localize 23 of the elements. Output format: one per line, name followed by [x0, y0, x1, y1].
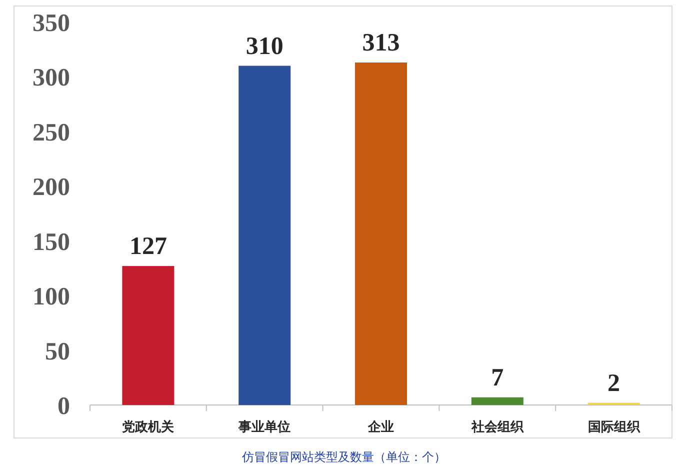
y-tick-label: 150	[32, 228, 70, 256]
y-tick-label: 50	[45, 338, 70, 366]
y-tick-label: 350	[32, 10, 70, 37]
data-label: 127	[129, 233, 167, 260]
y-tick-label: 250	[32, 119, 70, 146]
data-label: 7	[491, 364, 504, 392]
y-tick-label: 0	[58, 393, 70, 420]
data-label: 313	[362, 29, 400, 56]
bar	[238, 66, 291, 405]
x-tick-label: 党政机关	[121, 419, 176, 435]
y-tick-label: 100	[32, 284, 70, 311]
data-label: 2	[608, 370, 620, 397]
y-tick-label: 200	[32, 174, 70, 202]
x-tick-label: 事业单位	[238, 419, 291, 435]
bar	[471, 397, 524, 405]
y-tick-label: 300	[32, 64, 70, 92]
data-label: 310	[246, 32, 284, 60]
bar	[355, 62, 407, 405]
text: 仿冒假冒网站类型及数量（单位：个）	[241, 450, 446, 464]
x-tick-label: 国际组织	[588, 420, 641, 435]
bar	[122, 266, 174, 405]
x-tick-label: 企业	[367, 420, 394, 435]
x-tick-label: 社会组织	[470, 419, 524, 435]
